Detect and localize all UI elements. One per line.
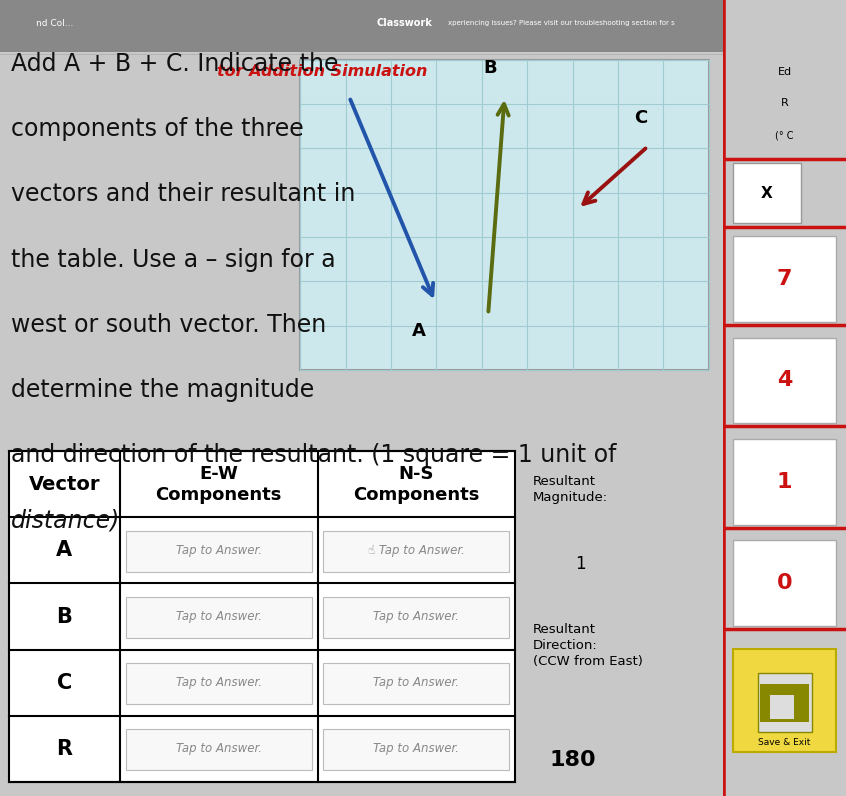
Text: 4: 4 xyxy=(777,370,793,391)
Text: 7: 7 xyxy=(777,269,793,290)
Bar xyxy=(760,684,809,722)
Text: Tap to Answer.: Tap to Answer. xyxy=(176,742,261,755)
Text: B: B xyxy=(57,607,72,626)
Bar xyxy=(126,531,312,572)
Text: Resultant
Magnitude:: Resultant Magnitude: xyxy=(533,475,608,504)
Text: and direction of the resultant. (1 square = 1 unit of: and direction of the resultant. (1 squar… xyxy=(11,443,617,467)
Text: west or south vector. Then: west or south vector. Then xyxy=(11,313,326,337)
Bar xyxy=(0,0,723,52)
Text: 180: 180 xyxy=(550,751,596,771)
Text: xperiencing issues? Please visit our troubleshooting section for s: xperiencing issues? Please visit our tro… xyxy=(448,20,675,26)
Text: Classwork: Classwork xyxy=(376,18,432,29)
Bar xyxy=(126,597,312,638)
Text: Save & Exit: Save & Exit xyxy=(759,738,810,747)
Text: ☝ Tap to Answer.: ☝ Tap to Answer. xyxy=(368,544,464,557)
Bar xyxy=(733,163,800,223)
Bar xyxy=(770,695,794,719)
Bar xyxy=(8,451,515,782)
Text: R: R xyxy=(57,739,73,759)
Bar xyxy=(323,531,509,572)
Bar xyxy=(323,663,509,704)
Bar xyxy=(733,439,836,525)
Bar xyxy=(300,60,709,370)
Text: Add A + B + C. Indicate the: Add A + B + C. Indicate the xyxy=(11,52,338,76)
Text: vectors and their resultant in: vectors and their resultant in xyxy=(11,182,355,206)
Text: E-W
Components: E-W Components xyxy=(156,465,282,504)
Text: nd Col...: nd Col... xyxy=(36,19,74,28)
Text: Vector: Vector xyxy=(29,475,100,494)
Text: 0: 0 xyxy=(777,573,793,594)
Text: (° C: (° C xyxy=(776,131,794,140)
Bar xyxy=(733,540,836,626)
Bar xyxy=(323,729,509,770)
Text: distance): distance) xyxy=(11,509,120,533)
Text: tor Addition Simulation: tor Addition Simulation xyxy=(217,64,427,79)
Text: N-S
Components: N-S Components xyxy=(353,465,480,504)
Bar xyxy=(126,729,312,770)
Text: B: B xyxy=(483,59,497,77)
Bar xyxy=(323,597,509,638)
Bar xyxy=(733,649,836,752)
Text: Tap to Answer.: Tap to Answer. xyxy=(176,610,261,623)
Text: Tap to Answer.: Tap to Answer. xyxy=(373,676,459,689)
Bar xyxy=(733,236,836,322)
Text: determine the magnitude: determine the magnitude xyxy=(11,378,314,402)
Text: C: C xyxy=(634,109,647,127)
Bar xyxy=(126,663,312,704)
Bar xyxy=(758,673,811,732)
Text: 1: 1 xyxy=(777,472,793,493)
Text: components of the three: components of the three xyxy=(11,117,304,141)
Text: Ed: Ed xyxy=(777,67,792,76)
Text: Tap to Answer.: Tap to Answer. xyxy=(373,610,459,623)
Text: 1: 1 xyxy=(574,555,585,573)
Text: Tap to Answer.: Tap to Answer. xyxy=(176,544,261,557)
Text: A: A xyxy=(57,540,73,560)
Text: C: C xyxy=(57,673,72,693)
Text: X: X xyxy=(761,185,772,201)
Text: Tap to Answer.: Tap to Answer. xyxy=(176,676,261,689)
Text: R: R xyxy=(781,99,788,108)
Bar xyxy=(733,338,836,423)
Text: A: A xyxy=(412,322,426,340)
Text: the table. Use a – sign for a: the table. Use a – sign for a xyxy=(11,248,336,271)
Text: Resultant
Direction:
(CCW from East): Resultant Direction: (CCW from East) xyxy=(533,623,643,668)
Text: Tap to Answer.: Tap to Answer. xyxy=(373,742,459,755)
